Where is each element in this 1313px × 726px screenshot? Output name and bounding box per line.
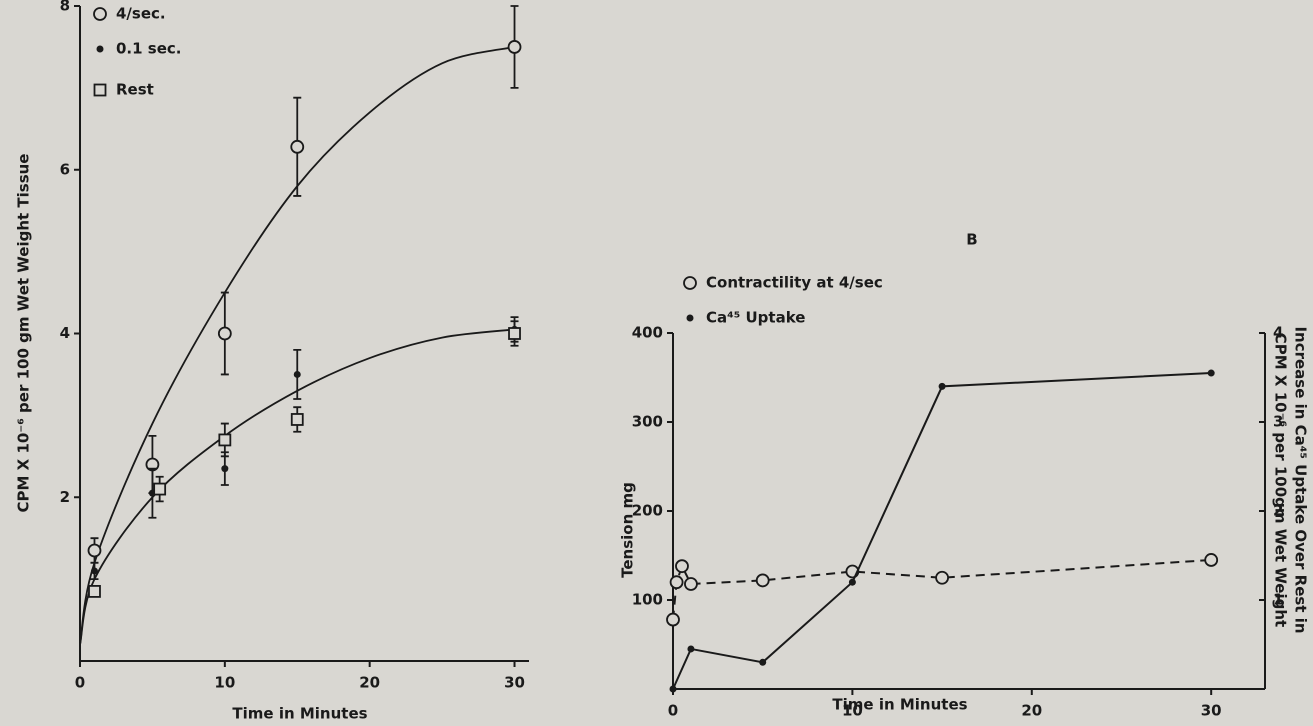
marker xyxy=(669,575,684,590)
y2-axis-label: CPM X 10⁻⁶ per 100gm Wet Weight xyxy=(1272,333,1290,627)
y2-tick-label: 2 xyxy=(1273,502,1283,520)
y2-tick-label: 3 xyxy=(1273,413,1283,431)
y-tick-label: 8 xyxy=(60,0,70,15)
y-tick-label: 2 xyxy=(60,488,70,506)
fit-curve xyxy=(79,328,515,645)
legend-marker xyxy=(93,7,107,21)
legend-label: 4/sec. xyxy=(116,5,166,23)
legend-label: Ca⁴⁵ Uptake xyxy=(706,309,805,327)
legend-marker xyxy=(686,314,694,322)
x-tick-label: 10 xyxy=(842,702,863,720)
y-tick-label: 100 xyxy=(632,591,663,609)
legend-marker xyxy=(96,45,104,53)
marker xyxy=(938,382,946,390)
y-tick-label: 4 xyxy=(60,324,70,342)
legend-label: Rest xyxy=(116,81,154,99)
y-tick-label: 300 xyxy=(632,413,663,431)
marker xyxy=(508,327,521,340)
y2-tick-label: 4 xyxy=(1273,324,1283,342)
y-axis-label: Tension mg xyxy=(619,482,637,578)
marker xyxy=(666,612,680,627)
y-axis-label: CPM X 10⁻⁶ per 100 gm Wet Weight Tissue xyxy=(15,154,33,513)
marker xyxy=(759,658,767,666)
marker xyxy=(153,482,167,496)
marker xyxy=(88,585,101,598)
marker xyxy=(218,433,232,447)
x-tick-label: 30 xyxy=(504,674,525,692)
series-line xyxy=(672,372,1212,690)
y-tick-label: 6 xyxy=(60,160,70,178)
x-tick-label: 0 xyxy=(75,674,85,692)
marker xyxy=(687,645,695,653)
legend-marker xyxy=(93,83,107,97)
y2-tick-label: 1 xyxy=(1273,591,1283,609)
marker xyxy=(290,413,304,426)
marker xyxy=(293,370,301,378)
marker xyxy=(221,465,229,473)
marker xyxy=(90,567,98,575)
y2-axis-label: Increase in Ca⁴⁵ Uptake Over Rest in xyxy=(1292,326,1310,633)
marker xyxy=(1204,553,1219,567)
marker xyxy=(87,543,102,558)
chart-title: B xyxy=(966,231,977,249)
legend-label: 0.1 sec. xyxy=(116,40,182,58)
fit-curve xyxy=(79,46,515,645)
x-axis-label: Time in Minutes xyxy=(832,696,967,714)
x-axis-label: Time in Minutes xyxy=(232,705,367,723)
marker xyxy=(1207,369,1215,377)
x-tick-label: 30 xyxy=(1201,702,1222,720)
y-tick-label: 200 xyxy=(632,502,663,520)
x-tick-label: 20 xyxy=(359,674,380,692)
x-tick-label: 20 xyxy=(1021,702,1042,720)
series-line xyxy=(672,558,1212,620)
marker xyxy=(669,685,677,693)
x-tick-label: 0 xyxy=(668,702,678,720)
marker xyxy=(684,577,698,591)
marker xyxy=(755,573,770,588)
marker xyxy=(507,40,522,54)
legend-label: Contractility at 4/sec xyxy=(706,274,883,292)
marker xyxy=(848,578,856,586)
marker xyxy=(935,570,949,585)
x-tick-label: 10 xyxy=(214,674,235,692)
marker xyxy=(675,559,689,574)
marker xyxy=(290,139,305,154)
marker xyxy=(217,326,232,341)
legend-marker xyxy=(683,276,697,290)
y-tick-label: 400 xyxy=(632,324,663,342)
